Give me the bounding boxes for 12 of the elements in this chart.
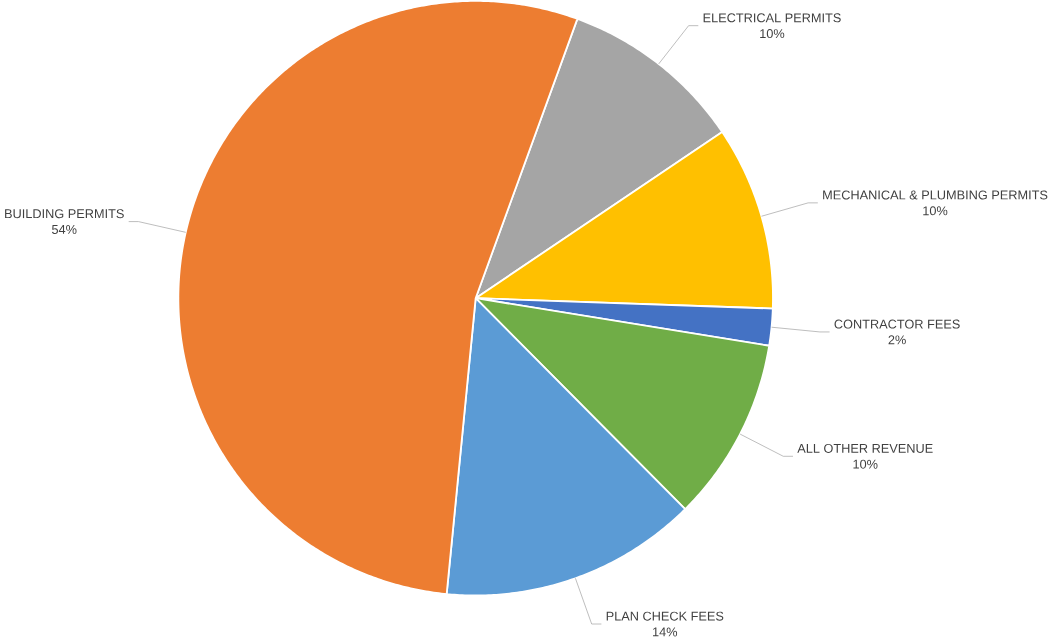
slice-label: PLAN CHECK FEES [606, 611, 724, 621]
slice-label: MECHANICAL & PLUMBING PERMITS [823, 190, 1048, 200]
data-label: 14% [653, 627, 678, 637]
slice-label: ELECTRICAL PERMITS [703, 13, 841, 23]
data-label: 10% [760, 28, 785, 38]
data-label: 10% [853, 459, 878, 469]
data-label: 2% [888, 335, 906, 345]
data-label: 10% [923, 206, 948, 216]
slice-label: CONTRACTOR FEES [834, 319, 960, 329]
slice-label: BUILDING PERMITS [5, 208, 124, 219]
data-label: 54% [51, 224, 77, 234]
slice-label: ALL OTHER REVENUE [797, 443, 933, 453]
